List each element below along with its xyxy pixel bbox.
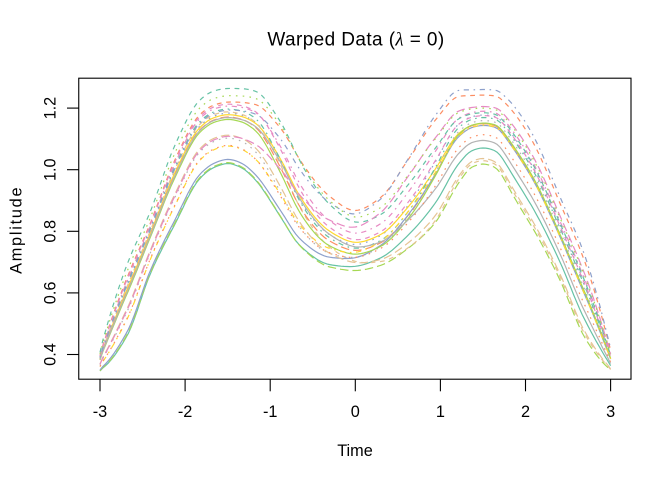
svg-text:0.4: 0.4 [42,343,60,366]
svg-text:0.6: 0.6 [42,282,60,305]
svg-text:-1: -1 [263,403,277,421]
svg-text:Amplitude: Amplitude [7,186,25,274]
svg-text:1: 1 [436,403,445,421]
svg-text:-2: -2 [178,403,192,421]
svg-text:3: 3 [606,403,615,421]
svg-text:-3: -3 [93,403,107,421]
svg-text:1.0: 1.0 [42,158,60,181]
svg-text:1.2: 1.2 [42,97,60,120]
svg-text:0.8: 0.8 [42,220,60,243]
svg-text:Warped Data (λ = 0): Warped Data (λ = 0) [267,29,444,50]
svg-text:2: 2 [521,403,530,421]
svg-text:Time: Time [337,442,373,460]
svg-text:0: 0 [351,403,360,421]
